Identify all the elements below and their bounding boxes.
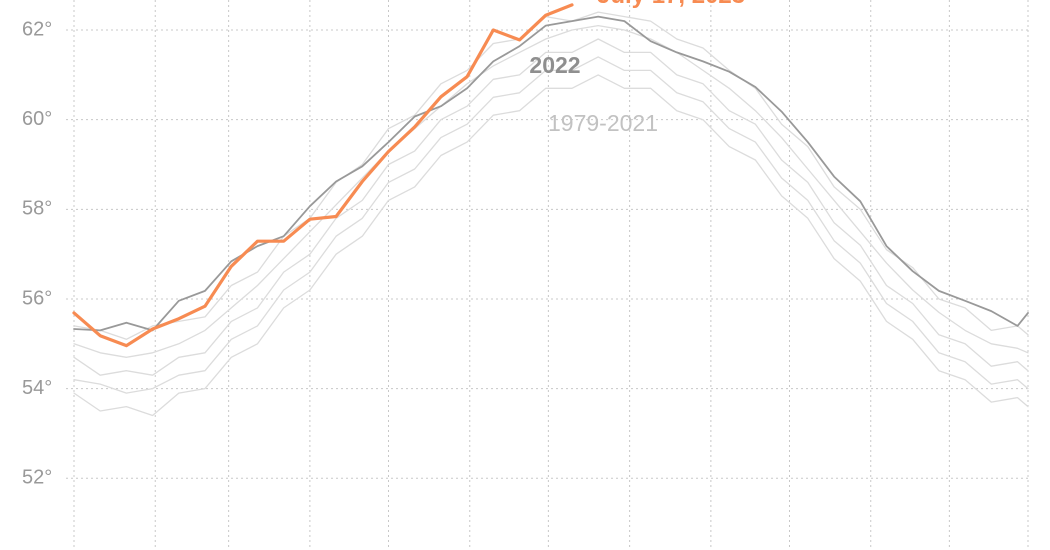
y-tick-label: 54°	[22, 377, 52, 399]
series-line	[73, 11, 1029, 340]
series-line	[72, 3, 574, 348]
label-2023: July 17, 2023	[597, 0, 745, 9]
y-tick-label: 58°	[22, 198, 52, 220]
label-2022: 2022	[529, 52, 580, 78]
series-line	[73, 56, 1029, 394]
label-1979-2021: 1979-2021	[548, 110, 658, 136]
y-tick-label: 52°	[22, 467, 52, 489]
series-line	[73, 74, 1029, 417]
series-line	[73, 24, 1029, 358]
y-tick-label: 56°	[22, 287, 52, 309]
plot: 52° 54° 56° 58° 60° 62°	[22, 0, 1030, 550]
y-tick-label: 62°	[22, 18, 52, 40]
y-tick-label: 60°	[22, 108, 52, 130]
series-line	[73, 38, 1029, 376]
series-line	[73, 15, 1029, 332]
